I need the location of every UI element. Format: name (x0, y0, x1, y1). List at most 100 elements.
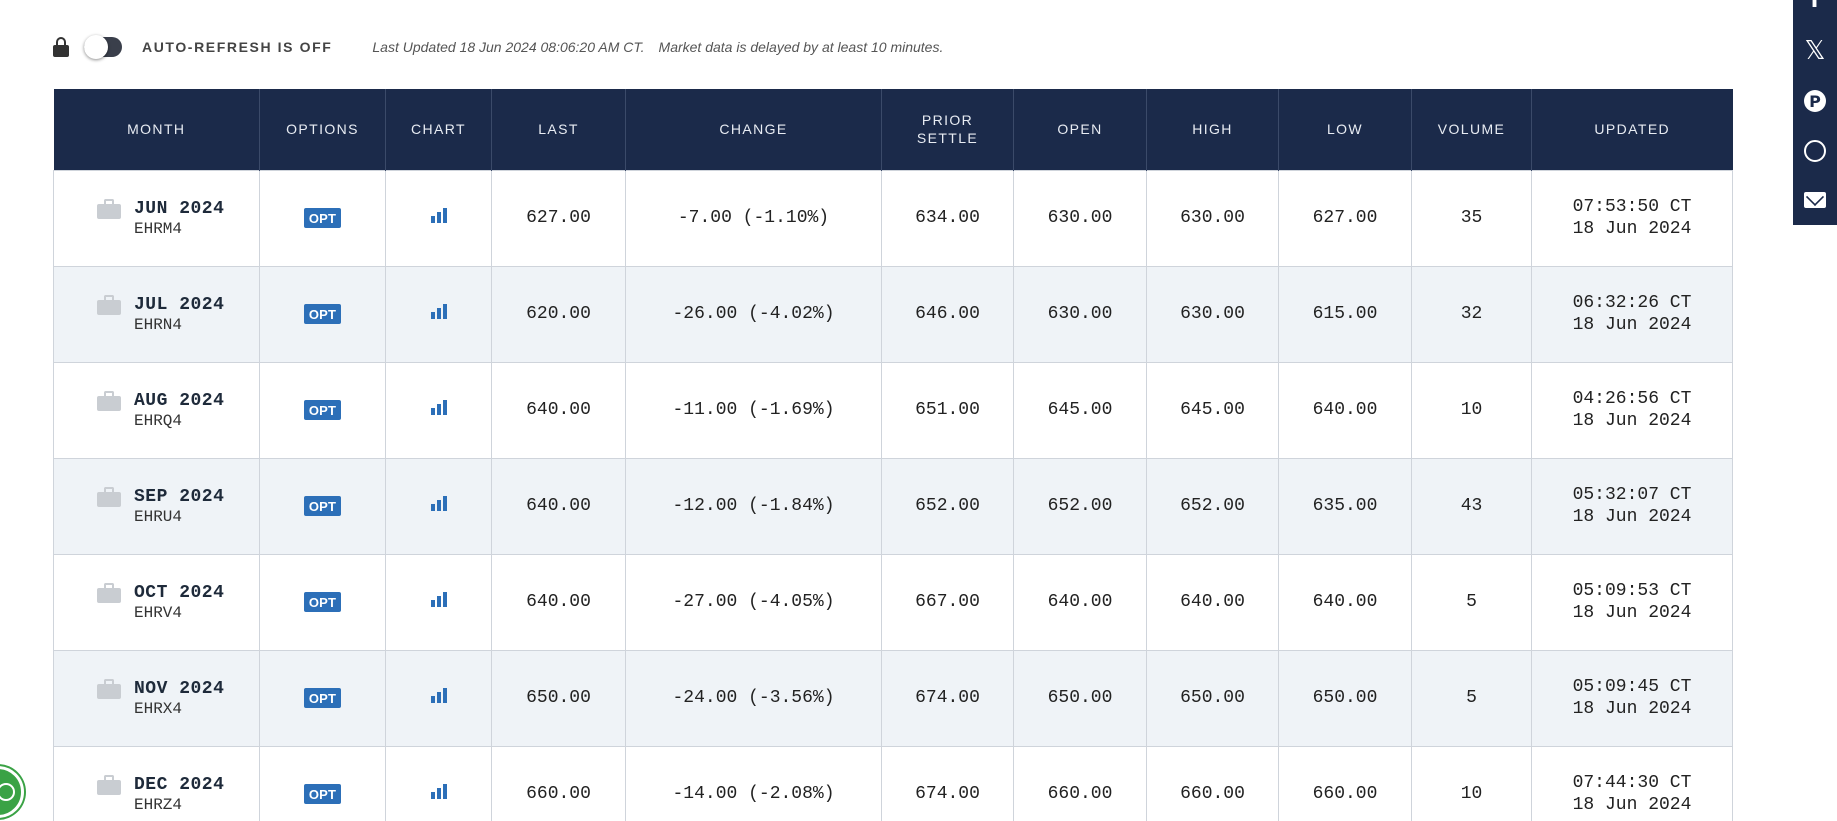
change-cell: -26.00 (-4.02%) (625, 265, 882, 363)
header-low[interactable]: LOW (1278, 89, 1412, 170)
header-change[interactable]: CHANGE (625, 89, 882, 170)
open-cell: 645.00 (1013, 361, 1147, 459)
updated-cell: 07:44:30 CT 18 Jun 2024 (1531, 745, 1733, 821)
updated-cell: 05:09:53 CT 18 Jun 2024 (1531, 553, 1733, 651)
volume-cell: 32 (1411, 265, 1532, 363)
chart-cell (385, 745, 492, 821)
open-cell: 640.00 (1013, 553, 1147, 651)
header-chart[interactable]: CHART (385, 89, 492, 170)
bar-chart-icon[interactable] (430, 303, 447, 319)
bar-chart-icon[interactable] (430, 783, 447, 799)
facebook-icon[interactable]: f (1793, 0, 1837, 22)
header-open[interactable]: OPEN (1013, 89, 1147, 170)
prior-settle-cell: 634.00 (881, 169, 1014, 267)
month-cell[interactable]: NOV 2024 EHRX4 (53, 649, 260, 747)
facebook-glyph: f (1810, 0, 1820, 13)
briefcase-icon[interactable] (97, 391, 121, 411)
high-cell: 640.00 (1146, 553, 1279, 651)
quote-rows: JUN 2024 EHRM4 OPT 627.00 -7.00 (-1.10%)… (53, 169, 1733, 821)
header-high[interactable]: HIGH (1146, 89, 1279, 170)
email-icon[interactable] (1793, 178, 1837, 222)
volume-cell: 43 (1411, 457, 1532, 555)
pinterest-icon[interactable]: P (1793, 79, 1837, 123)
header-options[interactable]: OPTIONS (259, 89, 386, 170)
opt-button[interactable]: OPT (303, 399, 342, 420)
whatsapp-icon[interactable] (1793, 129, 1837, 173)
updated-date: 18 Jun 2024 (1572, 411, 1692, 431)
options-cell: OPT (259, 553, 386, 651)
options-cell: OPT (259, 361, 386, 459)
updated-time: 05:09:53 CT (1572, 581, 1692, 601)
month-name[interactable]: AUG 2024 (134, 390, 225, 411)
month-name[interactable]: JUN 2024 (134, 198, 225, 219)
change-cell: -7.00 (-1.10%) (625, 169, 882, 267)
month-name[interactable]: DEC 2024 (134, 774, 225, 795)
opt-button[interactable]: OPT (303, 495, 342, 516)
month-cell[interactable]: OCT 2024 EHRV4 (53, 553, 260, 651)
lock-icon (52, 36, 70, 58)
month-name[interactable]: NOV 2024 (134, 678, 225, 699)
header-updated[interactable]: UPDATED (1531, 89, 1733, 170)
briefcase-icon[interactable] (97, 775, 121, 795)
bar-chart-icon[interactable] (430, 399, 447, 415)
bar-chart-icon[interactable] (430, 591, 447, 607)
header-prior-settle[interactable]: PRIOR SETTLE (881, 89, 1014, 170)
month-cell[interactable]: JUL 2024 EHRN4 (53, 265, 260, 363)
change-cell: -12.00 (-1.84%) (625, 457, 882, 555)
chart-cell (385, 361, 492, 459)
open-cell: 630.00 (1013, 265, 1147, 363)
opt-button[interactable]: OPT (303, 207, 342, 228)
header-last[interactable]: LAST (491, 89, 626, 170)
chart-cell (385, 457, 492, 555)
opt-button[interactable]: OPT (303, 783, 342, 804)
toggle-knob (84, 35, 108, 59)
month-cell[interactable]: AUG 2024 EHRQ4 (53, 361, 260, 459)
options-cell: OPT (259, 649, 386, 747)
last-cell: 650.00 (491, 649, 626, 747)
volume-cell: 5 (1411, 553, 1532, 651)
bar-chart-icon[interactable] (430, 687, 447, 703)
month-name[interactable]: SEP 2024 (134, 486, 225, 507)
low-cell: 615.00 (1278, 265, 1412, 363)
last-cell: 627.00 (491, 169, 626, 267)
options-cell: OPT (259, 169, 386, 267)
options-cell: OPT (259, 457, 386, 555)
opt-button[interactable]: OPT (303, 303, 342, 324)
updated-date: 18 Jun 2024 (1572, 699, 1692, 719)
volume-cell: 35 (1411, 169, 1532, 267)
last-cell: 640.00 (491, 553, 626, 651)
month-cell[interactable]: DEC 2024 EHRZ4 (53, 745, 260, 821)
updated-time: 04:26:56 CT (1572, 389, 1692, 409)
high-cell: 650.00 (1146, 649, 1279, 747)
auto-refresh-toggle[interactable] (84, 35, 122, 59)
bar-chart-icon[interactable] (430, 207, 447, 223)
updated-time: 06:32:26 CT (1572, 293, 1692, 313)
briefcase-icon[interactable] (97, 295, 121, 315)
month-cell[interactable]: JUN 2024 EHRM4 (53, 169, 260, 267)
contract-code: EHRZ4 (134, 795, 183, 814)
briefcase-icon[interactable] (97, 679, 121, 699)
header-month[interactable]: MONTH (53, 89, 260, 170)
header-volume[interactable]: VOLUME (1411, 89, 1532, 170)
volume-cell: 5 (1411, 649, 1532, 747)
opt-button[interactable]: OPT (303, 591, 342, 612)
options-cell: OPT (259, 745, 386, 821)
pinterest-glyph: P (1804, 90, 1826, 112)
low-cell: 660.00 (1278, 745, 1412, 821)
briefcase-icon[interactable] (97, 487, 121, 507)
month-cell[interactable]: SEP 2024 EHRU4 (53, 457, 260, 555)
last-cell: 640.00 (491, 457, 626, 555)
opt-button[interactable]: OPT (303, 687, 342, 708)
briefcase-icon[interactable] (97, 199, 121, 219)
updated-date: 18 Jun 2024 (1572, 219, 1692, 239)
bar-chart-icon[interactable] (430, 495, 447, 511)
x-icon[interactable]: 𝕏 (1793, 29, 1837, 73)
month-name[interactable]: OCT 2024 (134, 582, 225, 603)
last-cell: 640.00 (491, 361, 626, 459)
chart-cell (385, 649, 492, 747)
header-prior-settle-line2: SETTLE (916, 130, 979, 147)
cookie-settings-icon[interactable] (0, 766, 24, 818)
chart-cell (385, 265, 492, 363)
month-name[interactable]: JUL 2024 (134, 294, 225, 315)
briefcase-icon[interactable] (97, 583, 121, 603)
